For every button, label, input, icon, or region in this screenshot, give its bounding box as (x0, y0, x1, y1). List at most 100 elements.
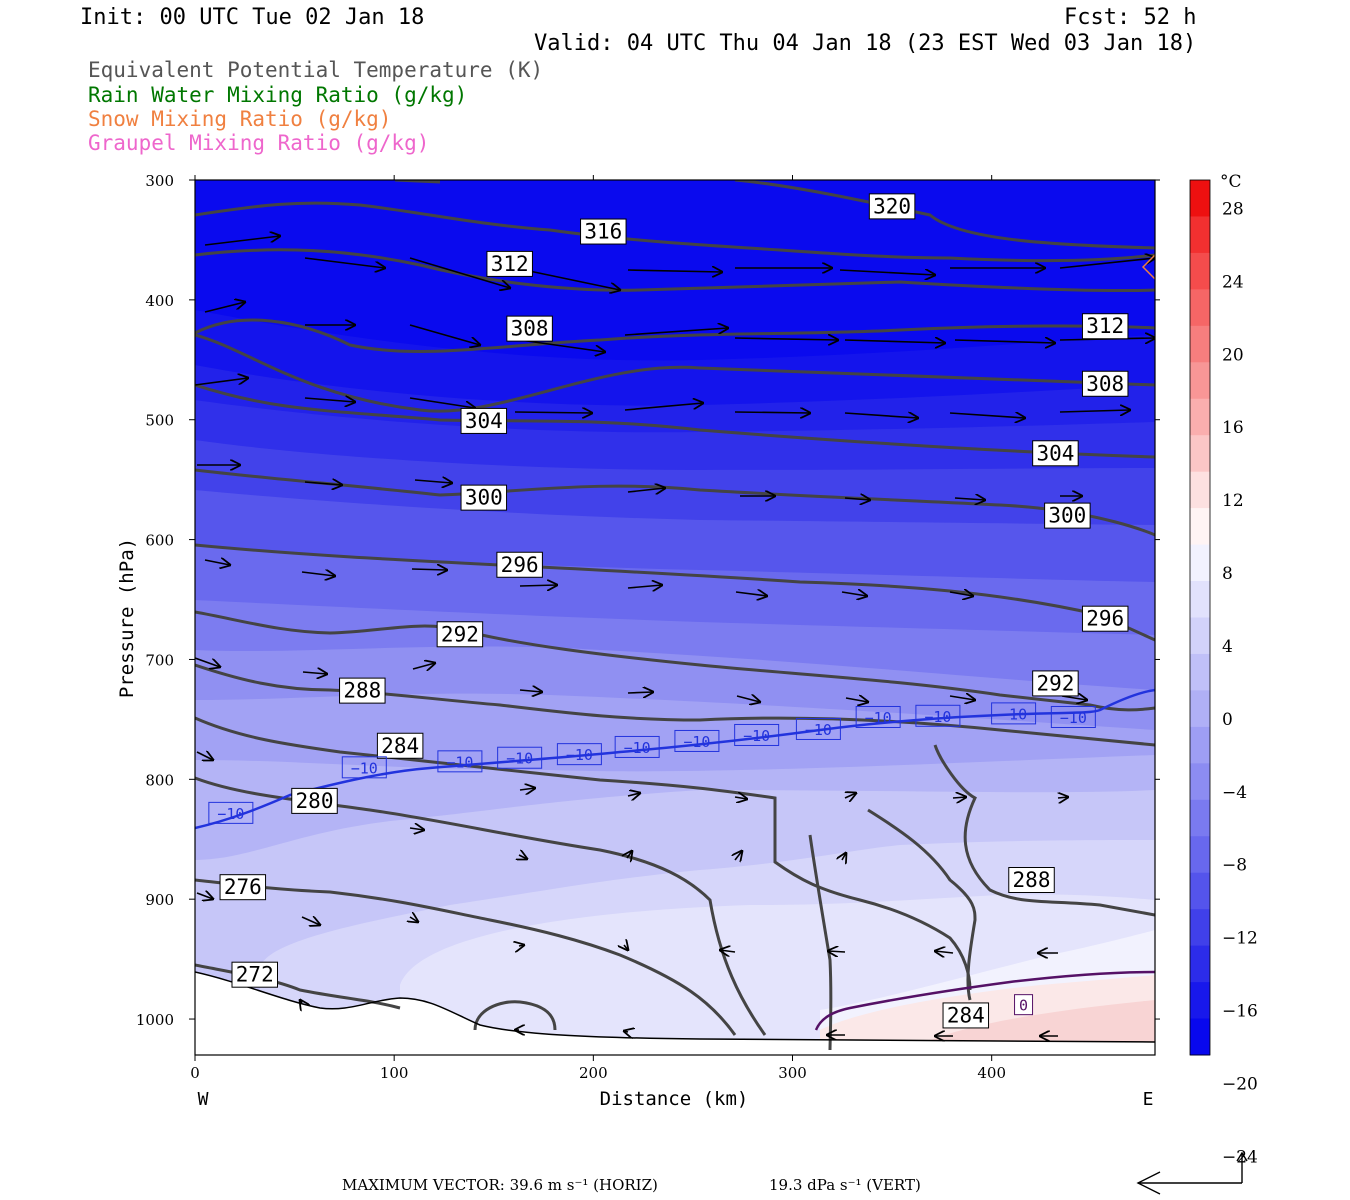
colorbar-label: −20 (1222, 1074, 1258, 1094)
colorbar-swatch (1190, 581, 1210, 618)
x-tick-label: 100 (380, 1064, 409, 1082)
theta-e-label: 312 (1086, 314, 1124, 338)
colorbar-label: −8 (1222, 856, 1247, 876)
theta-e-label-box (231, 961, 279, 988)
x-tick-label: 400 (977, 1064, 1006, 1082)
plot-frame (194, 179, 1156, 1056)
theta-e-label: 316 (584, 220, 622, 244)
x-axis-east: E (1143, 1089, 1154, 1110)
theta-e-label-box (291, 787, 338, 814)
temperature-label-box (1050, 705, 1096, 728)
valid-time: Valid: 04 UTC Thu 04 Jan 18 (23 EST Wed … (534, 31, 1197, 56)
x-tick-label: 200 (579, 1064, 608, 1082)
x-tick-label: 300 (778, 1064, 807, 1082)
theta-e-label-box (376, 732, 424, 759)
y-tick-label: 300 (145, 172, 174, 190)
colorbar-swatch (1190, 982, 1210, 1020)
temperature-label-box (734, 723, 780, 746)
temperature-label: −10 (924, 708, 951, 726)
temperature-label-box (795, 717, 841, 740)
colorbar-swatch (1190, 544, 1210, 582)
colorbar-label: −12 (1222, 929, 1258, 949)
temperature-label: −10 (805, 721, 832, 739)
temperature-label-box (855, 705, 901, 728)
theta-e-label-box (219, 874, 267, 901)
colorbar-swatch (1190, 763, 1210, 801)
colorbar-swatch (1190, 945, 1210, 983)
snow-contour-fragment (1141, 254, 1155, 280)
temperature-label: −10 (566, 746, 593, 764)
colorbar-swatch (1190, 252, 1210, 290)
theta-e-label-box (942, 1002, 990, 1029)
theta-e-label: 292 (1036, 671, 1074, 695)
terrain-line (195, 971, 1155, 1043)
temperature-label-box (208, 801, 254, 824)
init-time: Init: 00 UTC Tue 02 Jan 18 (80, 5, 425, 30)
x-axis-west: W (198, 1089, 209, 1110)
temperature-label: −10 (506, 750, 533, 768)
colorbar-label: 20 (1222, 345, 1244, 365)
theta-e-label: 308 (511, 317, 549, 341)
theta-e-label-box (1032, 440, 1079, 467)
y-tick-label: 500 (145, 412, 174, 430)
colorbar-swatch (1190, 180, 1210, 217)
temperature-label: 0 (1019, 997, 1028, 1015)
theta-e-label-box (486, 250, 533, 277)
colorbar-label: 24 (1222, 272, 1244, 292)
y-tick-label: 700 (145, 651, 174, 669)
zero-isotherm (814, 970, 1155, 1031)
max-vector-vertical: 19.3 dPa s⁻¹ (VERT) (769, 1176, 921, 1194)
theta-e-label: 296 (501, 553, 539, 577)
theta-e-label: 296 (1086, 607, 1124, 631)
colorbar-label: 28 (1222, 199, 1244, 219)
y-axis-label: Pressure (hPa) (116, 538, 138, 698)
colorbar-swatch (1190, 398, 1210, 436)
theta-e-labels: 320 316 312 312 308 308 304 304 300 300 296 296 292 2… (219, 193, 1129, 1029)
theta-e-label: 284 (381, 734, 419, 758)
temperature-labels: −10 −10 −10 −10 −10 −10 −10 −10 −10 −10 −10 −10 −10 0 (208, 702, 1096, 1016)
colorbar-swatch (1190, 690, 1210, 728)
theta-e-label-box (1081, 605, 1129, 632)
colorbar-label: −16 (1222, 1002, 1258, 1022)
y-tick-label: 1000 (136, 1011, 174, 1029)
temperature-label: −10 (1060, 709, 1087, 727)
legend-theta-e: Equivalent Potential Temperature (K) (88, 58, 544, 82)
colorbar-swatch (1190, 909, 1210, 947)
y-tick-label: 800 (145, 771, 174, 789)
theta-e-label-box (1081, 370, 1129, 397)
temperature-label-box (437, 750, 483, 773)
colorbar-swatch (1190, 471, 1210, 509)
theta-e-label-box (868, 193, 916, 220)
max-vector-horizontal: MAXIMUM VECTOR: 39.6 m s⁻¹ (HORIZ) (342, 1176, 658, 1194)
theta-e-label-box (506, 315, 553, 342)
colorbar-swatch (1190, 617, 1210, 655)
theta-e-label-box (1032, 670, 1079, 697)
theta-e-label-box (496, 551, 543, 578)
colorbar-label: 0 (1222, 710, 1233, 730)
temperature-label: −10 (743, 727, 770, 745)
colorbar-swatch (1190, 726, 1210, 764)
colorbar-swatch (1190, 216, 1210, 254)
legend-graupel: Graupel Mixing Ratio (g/kg) (88, 131, 430, 155)
temperature-label-box (556, 743, 602, 766)
theta-e-label: 284 (947, 1003, 985, 1027)
theta-e-label-box (580, 218, 627, 245)
theta-e-label: 304 (1036, 441, 1074, 465)
forecast-hour: Fcst: 52 h (1064, 5, 1197, 30)
theta-e-label-box (460, 484, 508, 511)
temperature-label-box (991, 702, 1037, 725)
x-axis: 0 100 200 300 400 (190, 175, 1006, 1082)
temperature-label: −10 (683, 733, 710, 751)
colorbar-swatch (1190, 1018, 1210, 1056)
temperature-label: −10 (1000, 705, 1027, 723)
temperature-label-box (674, 729, 720, 752)
wind-vectors (195, 236, 1155, 1036)
temperature-label-box (915, 704, 961, 727)
colorbar-swatch (1190, 435, 1210, 473)
x-tick-label: 0 (190, 1064, 200, 1082)
theta-e-label: 300 (465, 486, 503, 510)
theta-e-label: 272 (236, 963, 274, 987)
y-tick-label: 600 (145, 532, 174, 550)
theta-e-label: 288 (1013, 868, 1051, 892)
